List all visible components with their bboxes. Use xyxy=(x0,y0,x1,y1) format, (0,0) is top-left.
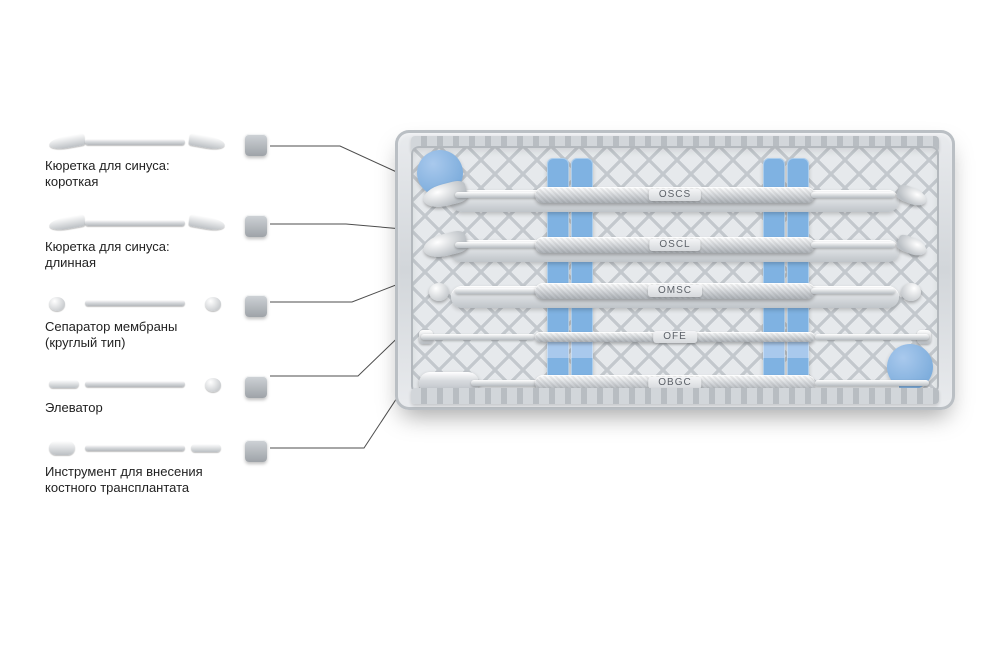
rod-icon xyxy=(815,334,929,340)
stem-icon xyxy=(455,192,539,198)
legend-item-ofe: Элеватор xyxy=(45,374,325,416)
handle-icon xyxy=(85,300,185,306)
instrument-oscs: OSCS xyxy=(415,182,935,208)
instrument-omsc: OMSC xyxy=(415,278,935,304)
hook-tip-icon xyxy=(895,183,929,209)
legend: Кюретка для синуса:короткая Кюретка для … xyxy=(45,132,325,518)
handle-icon xyxy=(85,445,185,451)
legend-thumb xyxy=(45,438,225,458)
legend-label: Сепаратор мембраны(круглый тип) xyxy=(45,319,325,352)
legend-thumb xyxy=(45,132,225,152)
legend-marker xyxy=(245,215,267,237)
stem-icon xyxy=(471,380,539,386)
spoon-tip-icon xyxy=(48,133,86,151)
bar-tip-icon xyxy=(191,444,221,452)
spoon-tip-icon xyxy=(188,213,226,231)
disc-tip-icon xyxy=(901,283,921,301)
tool-code: OSCS xyxy=(649,189,701,201)
legend-label: Кюретка для синуса:короткая xyxy=(45,158,325,191)
legend-item-omsc: Сепаратор мембраны(круглый тип) xyxy=(45,293,325,352)
tool-tip-right xyxy=(815,182,935,208)
legend-item-oscl: Кюретка для синуса:длинная xyxy=(45,213,325,272)
tool-code: OSCL xyxy=(649,239,700,251)
disc-tip-icon xyxy=(205,378,221,392)
legend-item-oscs: Кюретка для синуса:короткая xyxy=(45,132,325,191)
tool-tip-left xyxy=(415,278,535,304)
diagram-stage: Кюретка для синуса:короткая Кюретка для … xyxy=(0,0,1000,667)
tool-tip-left xyxy=(415,324,535,350)
paddle-tip-icon xyxy=(49,441,75,455)
legend-marker xyxy=(245,134,267,156)
instrument-tray: OSCS OSCL xyxy=(395,130,955,410)
instrument-ofe: OFE xyxy=(415,324,935,350)
tool-tip-left xyxy=(415,232,535,258)
disc-tip-icon xyxy=(49,297,65,311)
tool-tip-right xyxy=(815,324,935,350)
stem-icon xyxy=(455,242,539,248)
rod-icon xyxy=(815,380,929,386)
tray-rail-bottom xyxy=(411,388,939,404)
hook-tip-icon xyxy=(895,233,929,259)
handle-icon xyxy=(85,381,185,387)
stem-icon xyxy=(455,288,539,294)
legend-marker xyxy=(245,376,267,398)
stem-icon xyxy=(811,242,895,248)
spoon-tip-icon xyxy=(48,213,86,231)
handle-icon xyxy=(85,220,185,226)
legend-marker xyxy=(245,440,267,462)
legend-thumb xyxy=(45,293,225,313)
stem-icon xyxy=(811,192,895,198)
tool-tip-left xyxy=(415,182,535,208)
legend-marker xyxy=(245,295,267,317)
legend-thumb xyxy=(45,374,225,394)
tool-tip-right xyxy=(815,232,935,258)
legend-label: Элеватор xyxy=(45,400,325,416)
spoon-tip-icon xyxy=(188,133,226,151)
legend-thumb xyxy=(45,213,225,233)
stem-icon xyxy=(811,288,895,294)
handle-icon xyxy=(85,139,185,145)
tool-tip-right xyxy=(815,278,935,304)
tool-code: OMSC xyxy=(648,285,702,297)
tool-code: OFE xyxy=(653,331,697,343)
legend-label: Кюретка для синуса:длинная xyxy=(45,239,325,272)
disc-tip-icon xyxy=(205,297,221,311)
instrument-oscl: OSCL xyxy=(415,232,935,258)
legend-label: Инструмент для внесениякостного транспла… xyxy=(45,464,325,497)
legend-item-obgc: Инструмент для внесениякостного транспла… xyxy=(45,438,325,497)
disc-tip-icon xyxy=(429,283,449,301)
bar-tip-icon xyxy=(49,380,79,388)
rod-icon xyxy=(421,334,535,340)
tray-inner: OSCS OSCL xyxy=(411,146,939,394)
